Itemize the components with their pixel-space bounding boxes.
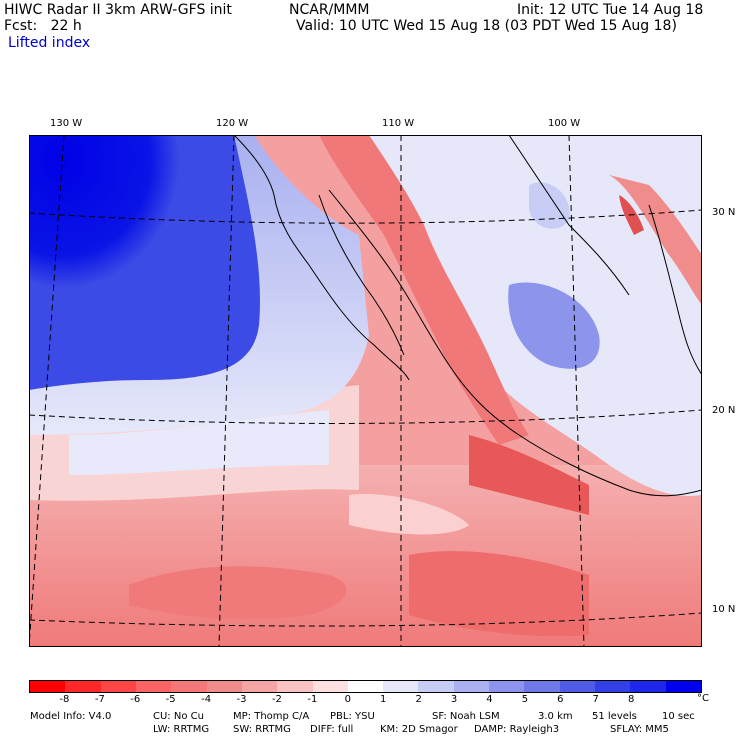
colorbar-tick-label: -3 bbox=[236, 694, 247, 705]
colorbar-cell bbox=[453, 681, 490, 692]
colorbar-cell bbox=[595, 681, 631, 692]
colorbar-tick-label: -4 bbox=[201, 694, 212, 705]
footer-sw: SW: RRTMG bbox=[233, 724, 291, 735]
plateau-stable-blob bbox=[508, 282, 600, 369]
colorbar-tick-label: 5 bbox=[521, 694, 529, 705]
lon-label-120w: 120 W bbox=[216, 118, 249, 129]
baja-pacific-coast bbox=[233, 135, 410, 381]
lat-label-20n: 20 N bbox=[712, 405, 736, 416]
valid-time: Valid: 10 UTC Wed 15 Aug 18 (03 PDT Wed … bbox=[296, 18, 677, 34]
colorbar-tick-label: -5 bbox=[165, 694, 176, 705]
colorbar-tick-label: 8 bbox=[627, 694, 635, 705]
gulf-coast bbox=[648, 204, 702, 376]
colorbar-cell bbox=[347, 681, 384, 692]
colorbar-cell bbox=[524, 681, 560, 692]
coastal-unstable-band bbox=[319, 135, 529, 445]
gulf-of-california-coast-west bbox=[318, 194, 405, 356]
stable-region-core bbox=[29, 135, 260, 390]
footer-diff: DIFF: full bbox=[310, 724, 354, 735]
init-time: Init: 12 UTC Tue 14 Aug 18 bbox=[517, 2, 704, 18]
lat-10n-line bbox=[29, 612, 702, 627]
colorbar-tick-label: 4 bbox=[486, 694, 493, 705]
colorbar-cell bbox=[559, 681, 595, 692]
footer-levels: 51 levels bbox=[592, 711, 637, 722]
footer-sflay: SFLAY: MM5 bbox=[610, 724, 669, 735]
footer-timestep: 10 sec bbox=[662, 711, 695, 722]
pale-blue-band bbox=[69, 410, 329, 475]
coastlines bbox=[233, 135, 702, 497]
lon-130w-line bbox=[29, 135, 65, 647]
colorbar-cell bbox=[665, 681, 701, 692]
colorbar-tick-label: -2 bbox=[271, 694, 282, 705]
us-mexico-border bbox=[508, 135, 630, 296]
footer-resolution: 3.0 km bbox=[538, 711, 573, 722]
colorbar-cell bbox=[171, 681, 207, 692]
colorbar-tick-label: -8 bbox=[59, 694, 70, 705]
colorbar-tick-label: 7 bbox=[592, 694, 599, 705]
colorbar-tick-label: 3 bbox=[450, 694, 458, 705]
colorbar-tick-label: 2 bbox=[415, 694, 422, 705]
lat-30n-line bbox=[29, 209, 702, 224]
footer-model-info: Model Info: V4.0 bbox=[30, 711, 112, 722]
plateau-stable-blob-2 bbox=[529, 182, 570, 229]
lon-120w-line bbox=[218, 135, 235, 647]
footer-km: KM: 2D Smagor bbox=[380, 724, 458, 735]
colorbar-tick-label: 6 bbox=[557, 694, 564, 705]
colorbar-tick-label: 0 bbox=[344, 694, 351, 705]
mexico-pacific-coast bbox=[328, 189, 702, 497]
colorbar bbox=[29, 680, 702, 693]
colorbar-unit: °C bbox=[697, 693, 709, 704]
colorbar-cell bbox=[30, 681, 66, 692]
lon-label-110w: 110 W bbox=[382, 118, 415, 129]
field-name: Lifted index bbox=[8, 35, 91, 51]
colorbar-tick-label: -1 bbox=[307, 694, 318, 705]
lon-label-100w: 100 W bbox=[548, 118, 581, 129]
colorbar-cell bbox=[418, 681, 454, 692]
colorbar-tick-label: 1 bbox=[380, 694, 387, 705]
colorbar-tick-label: -6 bbox=[130, 694, 141, 705]
colorbar-cell bbox=[630, 681, 666, 692]
southern-mexico-unstable bbox=[469, 435, 589, 515]
institution-label: NCAR/MMM bbox=[289, 2, 370, 18]
lifted-index-map bbox=[29, 135, 702, 647]
colorbar-cell bbox=[135, 681, 172, 692]
lat-label-10n: 10 N bbox=[712, 604, 736, 615]
pale-patch-south bbox=[349, 494, 469, 535]
lon-100w-line bbox=[568, 135, 585, 647]
model-title: HIWC Radar II 3km ARW-GFS init bbox=[4, 2, 232, 18]
colorbar-cell bbox=[100, 681, 136, 692]
colorbar-cell bbox=[277, 681, 313, 692]
graticule bbox=[29, 135, 702, 647]
colorbar-cell bbox=[65, 681, 101, 692]
lat-20n-line bbox=[29, 409, 702, 424]
lon-label-130w: 130 W bbox=[50, 118, 83, 129]
footer-damp: DAMP: Rayleigh3 bbox=[474, 724, 560, 735]
footer-cu: CU: No Cu bbox=[153, 711, 204, 722]
map-frame bbox=[29, 135, 702, 647]
colorbar-cell bbox=[241, 681, 278, 692]
forecast-hour: Fcst: 22 h bbox=[4, 18, 82, 34]
lat-label-30n: 30 N bbox=[712, 207, 736, 218]
colorbar-cell bbox=[489, 681, 525, 692]
itcz-patch-2 bbox=[409, 551, 589, 637]
footer-lw: LW: RRTMG bbox=[153, 724, 210, 735]
colorbar-cell bbox=[206, 681, 242, 692]
colorbar-cell bbox=[312, 681, 348, 692]
footer-pbl: PBL: YSU bbox=[330, 711, 375, 722]
itcz-patch-1 bbox=[129, 566, 347, 620]
footer-mp: MP: Thomp C/A bbox=[233, 711, 310, 722]
gulf-unstable bbox=[609, 175, 702, 305]
footer-sf: SF: Noah LSM bbox=[432, 711, 500, 722]
colorbar-cell bbox=[383, 681, 419, 692]
colorbar-tick-label: -7 bbox=[94, 694, 105, 705]
